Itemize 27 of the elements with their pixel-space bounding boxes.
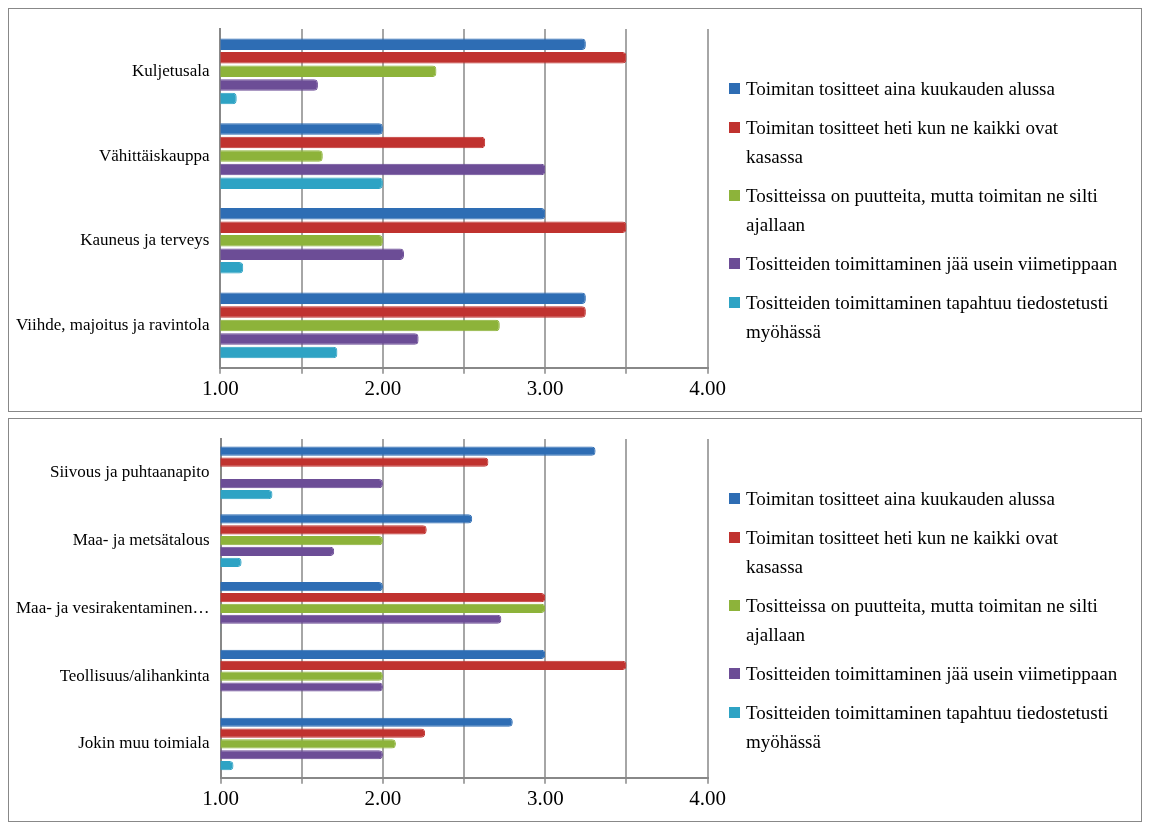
legend-label: Tositteiden toimittaminen tapahtuu tiedostetusti myöhässä [746,291,1110,344]
y-tick-label: Maa- ja vesirakentaminen… [15,597,210,617]
x-tick-label: 1.00 [202,375,239,400]
legend-label: Toimitan tositteet aina kuukauden alussa [746,77,1055,101]
x-tick-label: 2.00 [364,375,402,400]
legend-label: Tositteiden toimittaminen tapahtuu tiedostetusti myöhässä [746,701,1110,754]
legend-label: Tositteiden toimittaminen jää usein viimetippaan [746,662,1118,686]
x-tick-label: 4.00 [689,375,726,400]
legend-label: Toimitan tositteet heti kun ne kaikki ovat kasassa [746,116,1060,169]
legend-label: Tositteissa on puutteita, mutta toimitan ne silti ajallaan [746,594,1099,647]
x-tick-label: 3.00 [526,375,564,400]
y-tick-label: Siivous ja puhtaanapito [49,462,210,482]
x-tick-label: 3.00 [526,785,564,810]
legend-label: Toimitan tositteet heti kun ne kaikki ovat kasassa [746,526,1060,579]
y-tick-label: Kauneus ja terveys [80,230,210,250]
y-tick-label: Jokin muu toimiala [78,733,210,753]
legend-label: Tositteiden toimittaminen jää usein viimetippaan [746,252,1118,276]
y-tick-label: Maa- ja metsätalous [72,530,210,550]
x-tick-label: 1.00 [202,785,239,810]
y-tick-label: Vähittäiskauppa [99,145,210,165]
y-tick-label: Teollisuus/alihankinta [59,665,210,685]
x-tick-label: 2.00 [364,785,402,810]
legend-label: Toimitan tositteet aina kuukauden alussa [746,487,1055,511]
x-tick-label: 4.00 [689,785,726,810]
y-tick-label: Viihde, majoitus ja ravintola [15,314,210,334]
y-tick-label: Kuljetusala [132,60,210,80]
legend-label: Tositteissa on puutteita, mutta toimitan ne silti ajallaan [746,184,1099,237]
